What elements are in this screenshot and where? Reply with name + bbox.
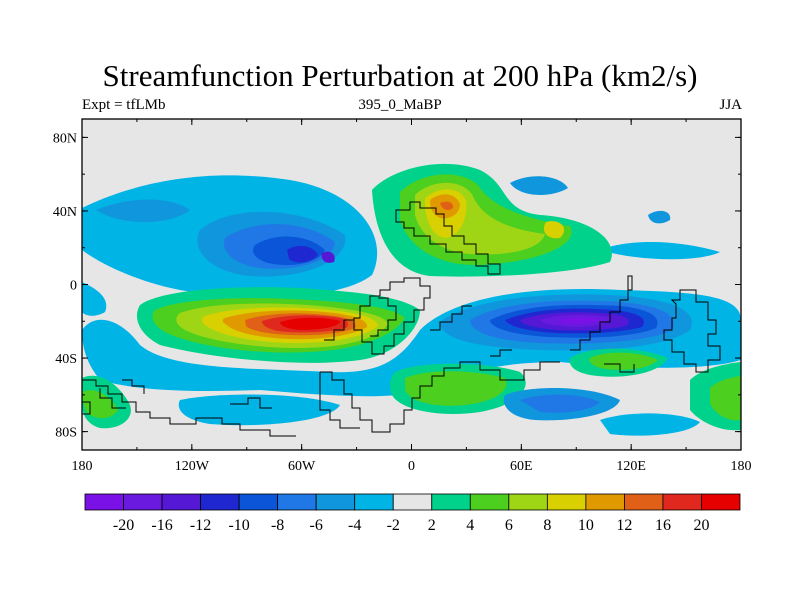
colorbar-label: 8 (543, 517, 551, 534)
colorbar-label: -12 (190, 517, 211, 534)
colorbar-box (585, 493, 625, 511)
axis-labels: 80N 40N 0 40S 80S 180 120W 60W 0 60E 120E 180 (53, 131, 752, 474)
x-tick-label: 180 (72, 459, 93, 474)
colorbar-box (200, 493, 240, 511)
experiment-label: Expt = tfLMb (82, 97, 166, 113)
x-tick-label: 60E (510, 459, 533, 474)
colorbar-label: 16 (655, 517, 671, 534)
chart-title: Streamfunction Perturbation at 200 hPa (… (102, 58, 698, 93)
y-tick-label: 40S (55, 352, 77, 367)
colorbar-label: 10 (578, 517, 594, 534)
axis-ticks (81, 119, 742, 450)
colorbar-box (277, 493, 317, 511)
colorbar-box (354, 493, 394, 511)
case-label: 395_0_MaBP (358, 97, 442, 113)
y-tick-label: 0 (70, 279, 77, 294)
y-tick-label: 40N (53, 205, 77, 220)
colorbar-box (392, 493, 433, 511)
colorbar-label: 6 (505, 517, 513, 534)
colorbar-box (431, 493, 471, 511)
season-label: JJA (719, 97, 742, 113)
colorbar-box (469, 493, 510, 511)
contour-fill-layer (82, 163, 741, 436)
colorbar-box (238, 493, 279, 511)
colorbar-box (701, 493, 741, 511)
x-tick-label: 180 (731, 459, 752, 474)
colorbar-box (624, 493, 664, 511)
colorbar-label: -4 (348, 517, 361, 534)
colorbar-label: 20 (693, 517, 709, 534)
colorbar-label: 12 (616, 517, 632, 534)
colorbar-box (161, 493, 201, 511)
y-tick-label: 80N (53, 131, 77, 146)
colorbar: -20 -16 -12 -10 -8 -6 -4 -2 2 4 6 8 10 12 16 20 (84, 493, 741, 534)
x-tick-label: 60W (288, 459, 316, 474)
colorbar-box (84, 493, 124, 511)
colorbar-box (662, 493, 702, 511)
colorbar-label: -6 (310, 517, 323, 534)
colorbar-box (315, 493, 356, 511)
x-tick-label: 120E (616, 459, 646, 474)
colorbar-box (546, 493, 587, 511)
x-tick-label: 120W (175, 459, 210, 474)
colorbar-label: -2 (387, 517, 400, 534)
colorbar-label: -20 (113, 517, 134, 534)
colorbar-box (508, 493, 548, 511)
colorbar-label: -10 (228, 517, 249, 534)
colorbar-label: 4 (466, 517, 474, 534)
colorbar-label: -16 (151, 517, 172, 534)
y-tick-label: 80S (55, 426, 77, 441)
x-tick-label: 0 (408, 459, 415, 474)
colorbar-label: -8 (271, 517, 284, 534)
coastline-layer (82, 201, 721, 437)
colorbar-box (123, 493, 163, 511)
colorbar-label: 2 (428, 517, 436, 534)
